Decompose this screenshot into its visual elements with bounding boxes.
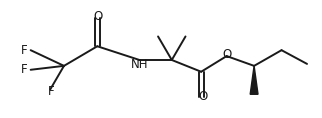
Text: O: O [199,90,208,103]
Text: O: O [222,48,231,61]
Text: NH: NH [131,58,148,71]
Text: F: F [48,85,54,98]
Text: O: O [94,10,103,23]
Polygon shape [250,66,258,94]
Text: F: F [21,63,27,76]
Text: F: F [21,44,27,57]
